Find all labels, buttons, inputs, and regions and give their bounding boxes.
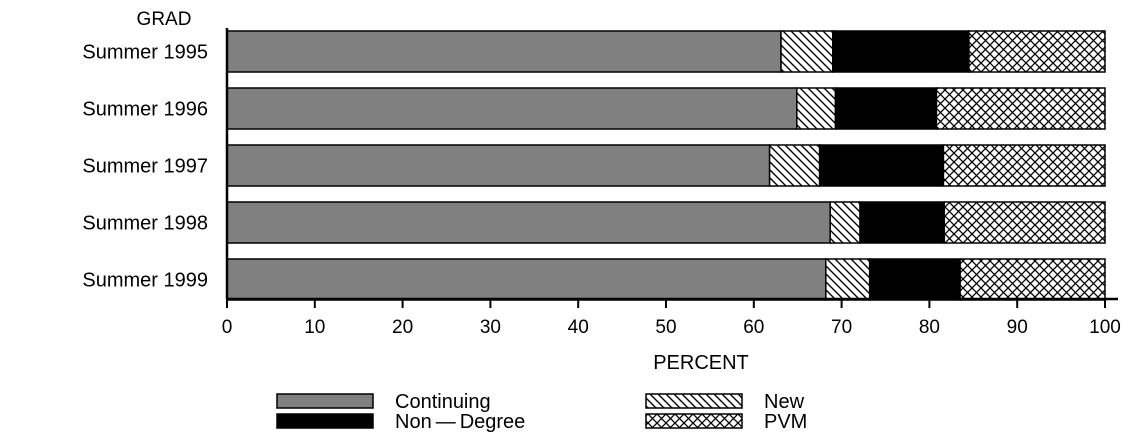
bar-segment-pvm [968, 30, 1106, 73]
bar-segment-non-degree [832, 30, 970, 73]
bar-segment-pvm [935, 87, 1106, 130]
x-tick-label: 20 [392, 317, 413, 338]
bar-segment-non-degree [859, 201, 946, 244]
x-axis-ticks: 0 10 20 30 40 50 60 70 80 90 100 [222, 299, 1121, 338]
bar-segment-pvm [942, 144, 1106, 187]
x-tick-label: 70 [831, 317, 852, 338]
category-label: Summer 1999 [82, 270, 208, 292]
x-axis-label: PERCENT [653, 352, 749, 374]
x-tick-label: 40 [568, 317, 589, 338]
category-label: Summer 1998 [82, 213, 208, 235]
bar-segment-continuing [226, 144, 771, 187]
x-tick-label: 90 [1007, 317, 1028, 338]
bar-segment-continuing [226, 87, 798, 130]
x-tick-label: 80 [919, 317, 940, 338]
legend: Continuing New Non — Degree PVM [276, 391, 807, 433]
legend-swatch-new [645, 393, 743, 409]
legend-label-continuing: Continuing [395, 391, 491, 413]
bar-segment-non-degree [834, 87, 938, 130]
bar-segment-new [829, 201, 861, 244]
x-tick-label: 100 [1089, 317, 1121, 338]
x-tick-label: 60 [743, 317, 764, 338]
legend-swatch-non-degree [276, 413, 374, 429]
bar-segment-new [780, 30, 834, 73]
group-label: GRAD [137, 9, 192, 30]
category-label: Summer 1995 [82, 42, 208, 64]
bar-segment-continuing [226, 30, 782, 73]
category-label: Summer 1997 [82, 156, 208, 178]
x-tick-label: 30 [480, 317, 501, 338]
bar-segment-continuing [226, 258, 827, 301]
bar-segment-new [768, 144, 821, 187]
legend-label-non-degree: Non — Degree [395, 411, 525, 433]
legend-swatch-pvm [645, 413, 743, 429]
bar-segment-non-degree [818, 144, 945, 187]
bar-segment-non-degree [868, 258, 961, 301]
bar-segment-new [825, 258, 871, 301]
bars-layer [226, 30, 1106, 301]
x-tick-label: 10 [304, 317, 325, 338]
legend-swatch-continuing [276, 393, 374, 409]
bar-segment-new [796, 87, 837, 130]
bar-segment-pvm [943, 201, 1106, 244]
category-label: Summer 1996 [82, 99, 208, 121]
legend-label-new: New [764, 391, 805, 413]
x-tick-label: 0 [222, 317, 233, 338]
x-tick-label: 50 [655, 317, 676, 338]
category-labels: Summer 1995 Summer 1996 Summer 1997 Summer … [82, 42, 208, 292]
legend-label-pvm: PVM [764, 411, 807, 433]
bar-segment-pvm [959, 258, 1106, 301]
bar-segment-continuing [226, 201, 831, 244]
